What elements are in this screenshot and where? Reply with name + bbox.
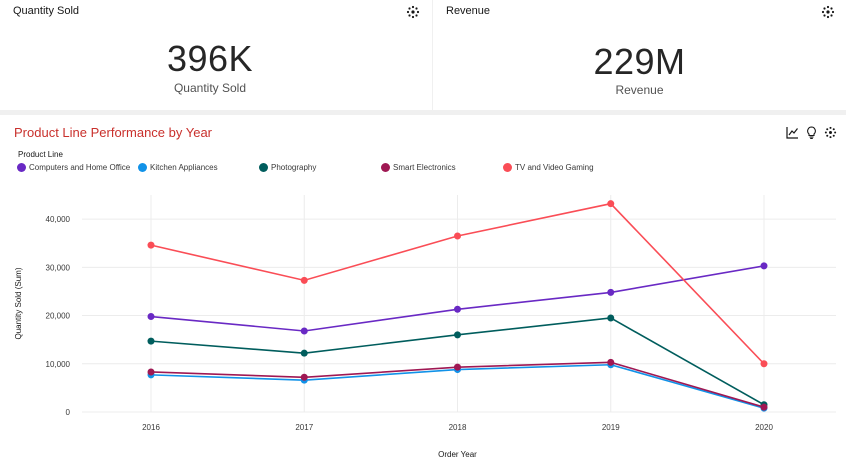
data-point[interactable] (454, 305, 461, 313)
data-point[interactable] (454, 232, 461, 240)
legend-label: Photography (271, 163, 317, 172)
data-point[interactable] (300, 276, 308, 284)
legend-item[interactable]: Computers and Home Office (17, 163, 130, 172)
legend-label: Kitchen Appliances (150, 163, 218, 172)
kpi-card-quantity-sold: Quantity Sold 396K Quantity Sold (0, 0, 432, 110)
legend-swatch (17, 163, 26, 172)
kpi-card-revenue: Revenue 229M Revenue (433, 0, 846, 110)
y-tick-label: 20,000 (46, 312, 71, 321)
data-point[interactable] (607, 358, 615, 366)
kpi-value: 229M (593, 41, 686, 82)
x-tick-label: 2016 (142, 423, 160, 432)
y-tick-label: 30,000 (46, 263, 71, 272)
y-tick-label: 40,000 (46, 215, 71, 224)
y-tick-label: 10,000 (46, 360, 71, 369)
lightbulb-icon[interactable] (805, 126, 818, 139)
chart-title: Product Line Performance by Year (14, 125, 213, 140)
legend-label: TV and Video Gaming (515, 163, 594, 172)
data-point[interactable] (147, 337, 155, 345)
kpi-title: Quantity Sold (13, 5, 80, 17)
data-point[interactable] (147, 368, 155, 376)
legend-item[interactable]: Photography (259, 163, 316, 172)
y-tick-label: 0 (66, 408, 71, 417)
x-axis-title: Order Year (438, 450, 477, 459)
data-point[interactable] (300, 327, 308, 335)
y-axis-title: Quantity Sold (Sum) (14, 267, 23, 339)
legend-item[interactable]: Smart Electronics (381, 163, 456, 172)
data-point[interactable] (760, 403, 768, 411)
legend-item[interactable]: Kitchen Appliances (138, 163, 218, 172)
gear-icon[interactable] (824, 126, 837, 139)
kpi-value: 396K (166, 38, 254, 79)
line-chart: 0 10,000 20,000 30,000 40,000 2016 2017 2018 201… (14, 195, 836, 459)
data-point[interactable] (760, 360, 768, 368)
data-point[interactable] (300, 373, 308, 381)
section-divider (0, 110, 846, 115)
legend-swatch (503, 163, 512, 172)
x-tick-label: 2018 (449, 423, 467, 432)
data-point[interactable] (607, 200, 615, 208)
data-point[interactable] (300, 349, 308, 357)
card-divider (432, 0, 433, 110)
data-point[interactable] (760, 262, 768, 270)
kpi-label: Quantity Sold (173, 81, 247, 95)
data-point[interactable] (607, 314, 615, 322)
data-point[interactable] (147, 313, 155, 321)
chart-legend: Computers and Home Office Kitchen Applian… (0, 163, 846, 177)
kpi-title: Revenue (446, 5, 491, 17)
x-tick-label: 2020 (755, 423, 773, 432)
data-point[interactable] (147, 241, 155, 249)
legend-swatch (259, 163, 268, 172)
x-tick-label: 2019 (602, 423, 620, 432)
chart-card: 0 10,000 20,000 30,000 40,000 2016 2017 2018 201… (0, 115, 846, 471)
data-point[interactable] (454, 331, 461, 339)
x-tick-label: 2017 (295, 423, 313, 432)
legend-swatch (381, 163, 390, 172)
legend-swatch (138, 163, 147, 172)
line-chart-icon[interactable] (786, 126, 799, 139)
chart-toolbar (786, 126, 837, 139)
gear-icon[interactable] (406, 5, 420, 19)
data-point[interactable] (607, 288, 615, 296)
legend-label: Smart Electronics (393, 163, 456, 172)
legend-item[interactable]: TV and Video Gaming (503, 163, 594, 172)
kpi-label: Revenue (615, 83, 664, 97)
data-point[interactable] (454, 363, 461, 371)
legend-label: Computers and Home Office (29, 163, 131, 172)
gear-icon[interactable] (821, 5, 835, 19)
legend-title: Product Line (18, 150, 63, 159)
